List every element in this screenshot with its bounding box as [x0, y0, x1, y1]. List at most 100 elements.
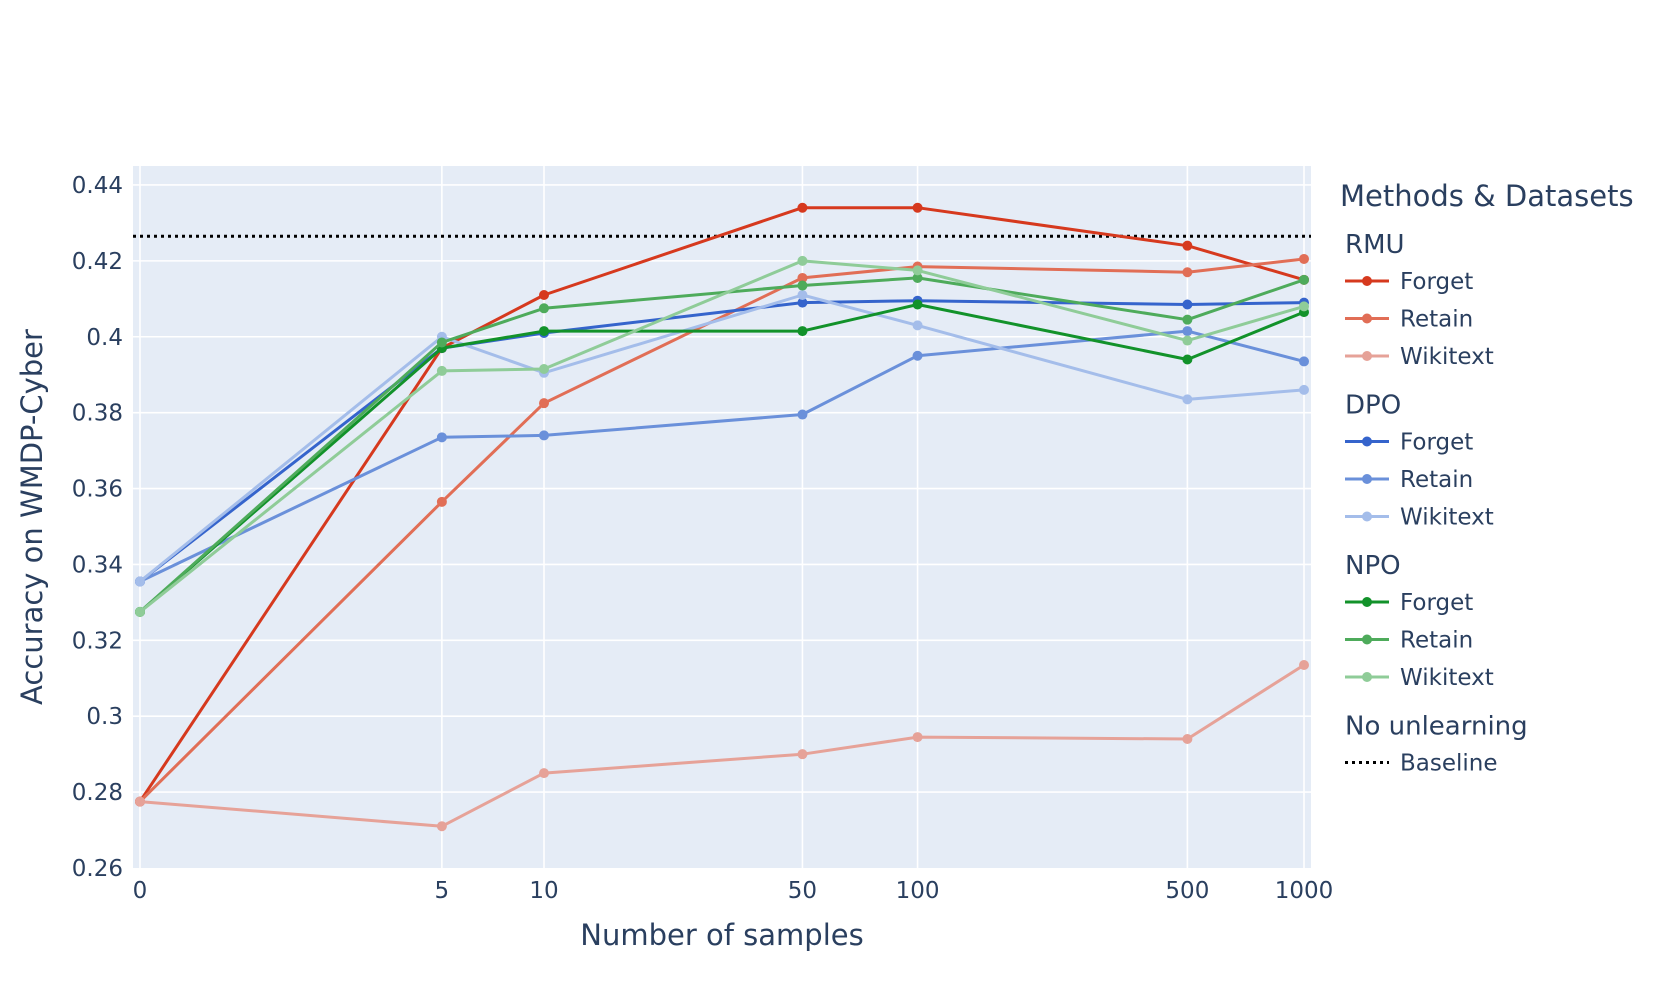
legend-group-title: No unlearning — [1345, 712, 1528, 742]
legend-item-label: Wikitext — [1400, 344, 1494, 370]
legend-item-label: Forget — [1400, 269, 1473, 295]
data-point-npo-wikitext — [912, 265, 923, 276]
data-point-npo-retain — [539, 303, 550, 314]
legend-item[interactable]: Forget — [1345, 590, 1473, 616]
legend-item[interactable]: Baseline — [1345, 751, 1498, 777]
legend-item[interactable]: Wikitext — [1345, 505, 1494, 531]
legend-item-label: Retain — [1400, 307, 1473, 333]
data-point-rmu-retain — [539, 398, 550, 409]
data-point-dpo-forget — [797, 297, 808, 308]
legend-item[interactable]: Retain — [1345, 307, 1473, 333]
data-point-dpo-retain — [1182, 326, 1193, 337]
legend-swatch-marker — [1362, 474, 1372, 484]
legend-swatch — [1345, 597, 1389, 607]
legend-item[interactable]: Wikitext — [1345, 665, 1494, 691]
legend-swatch — [1345, 672, 1389, 682]
data-point-rmu-wikitext — [1299, 659, 1309, 670]
legend-item-label: Retain — [1400, 467, 1473, 493]
x-tick-label: 5 — [435, 878, 450, 904]
legend-swatch — [1345, 436, 1389, 447]
legend-item-label: Wikitext — [1400, 665, 1494, 691]
legend-swatch — [1345, 511, 1389, 522]
legend-item-label: Baseline — [1400, 751, 1498, 777]
series-rmu-wikitext — [135, 659, 1309, 832]
y-tick-label: 0.28 — [72, 780, 123, 806]
y-tick-label: 0.36 — [72, 477, 123, 503]
x-tick-label: 0 — [133, 878, 148, 904]
legend-item-label: Wikitext — [1400, 505, 1494, 531]
data-point-npo-retain — [436, 337, 447, 348]
legend-swatch-marker — [1362, 511, 1372, 522]
data-point-rmu-retain — [436, 496, 447, 507]
legend-title: Methods & Datasets — [1340, 179, 1634, 213]
x-axis-title: Number of samples — [580, 918, 863, 952]
data-point-rmu-wikitext — [135, 796, 145, 807]
data-point-npo-forget — [539, 326, 550, 337]
data-point-rmu-wikitext — [539, 768, 550, 779]
data-point-npo-wikitext — [539, 364, 550, 375]
data-point-npo-wikitext — [1182, 335, 1193, 346]
legend-swatch-marker — [1362, 672, 1372, 682]
data-point-rmu-retain — [797, 272, 808, 283]
data-point-rmu-forget — [1182, 240, 1193, 251]
data-point-npo-forget — [912, 299, 923, 310]
y-tick-label: 0.3 — [86, 704, 123, 730]
legend-group-title: RMU — [1345, 230, 1405, 260]
data-point-dpo-wikitext — [135, 576, 145, 587]
data-point-dpo-retain — [539, 430, 550, 441]
legend-swatch — [1345, 351, 1389, 361]
data-point-npo-forget — [797, 326, 808, 337]
data-point-npo-retain — [1299, 274, 1309, 285]
data-point-rmu-forget — [539, 290, 550, 301]
data-point-dpo-forget — [1182, 299, 1193, 310]
y-tick-label: 0.44 — [72, 173, 123, 199]
x-tick-label: 500 — [1165, 878, 1209, 904]
data-point-npo-forget — [1182, 354, 1193, 365]
legend-swatch-marker — [1362, 634, 1372, 645]
legend-item[interactable]: Retain — [1345, 628, 1473, 654]
data-point-dpo-retain — [912, 350, 923, 361]
y-axis-title: Accuracy on WMDP-Cyber — [15, 329, 49, 705]
legend-swatch-marker — [1362, 313, 1372, 324]
series-npo-wikitext — [135, 255, 1309, 617]
data-point-dpo-wikitext — [1299, 384, 1309, 395]
legend-item-label: Forget — [1400, 430, 1473, 456]
legend-swatch — [1345, 276, 1389, 286]
legend-item[interactable]: Retain — [1345, 467, 1473, 493]
y-tick-label: 0.34 — [72, 552, 123, 578]
y-tick-label: 0.4 — [86, 325, 123, 351]
data-point-rmu-forget — [912, 202, 923, 213]
x-tick-label: 50 — [788, 878, 817, 904]
legend[interactable]: Methods & Datasets RMU Forget Retain Wikitex… — [1340, 179, 1634, 777]
legend-item[interactable]: Wikitext — [1345, 344, 1494, 370]
legend-swatch-marker — [1362, 351, 1372, 361]
data-point-rmu-wikitext — [912, 732, 923, 743]
data-point-dpo-wikitext — [912, 320, 923, 331]
legend-item-label: Retain — [1400, 628, 1473, 654]
legend-item[interactable]: Forget — [1345, 269, 1473, 295]
legend-item[interactable]: Forget — [1345, 430, 1473, 456]
data-point-dpo-retain — [797, 409, 808, 420]
data-point-rmu-retain — [1182, 267, 1193, 278]
x-tick-label: 100 — [896, 878, 940, 904]
gridlines — [133, 166, 1311, 868]
x-tick-label: 10 — [529, 878, 558, 904]
data-point-dpo-wikitext — [797, 290, 808, 301]
legend-group-title: NPO — [1345, 551, 1401, 581]
x-tick-label: 1000 — [1275, 878, 1334, 904]
data-point-npo-retain — [797, 280, 808, 291]
data-point-rmu-wikitext — [1182, 733, 1193, 744]
y-tick-label: 0.26 — [72, 856, 123, 882]
series-layer — [135, 202, 1309, 832]
y-tick-label: 0.42 — [72, 249, 123, 275]
data-point-npo-wikitext — [1299, 301, 1309, 312]
data-point-dpo-retain — [436, 432, 447, 443]
data-point-npo-wikitext — [135, 606, 145, 617]
legend-group-title: DPO — [1345, 391, 1401, 421]
y-tick-label: 0.32 — [72, 628, 123, 654]
legend-swatch — [1345, 313, 1389, 324]
legend-item-label: Forget — [1400, 590, 1473, 616]
data-point-dpo-wikitext — [1182, 394, 1193, 405]
